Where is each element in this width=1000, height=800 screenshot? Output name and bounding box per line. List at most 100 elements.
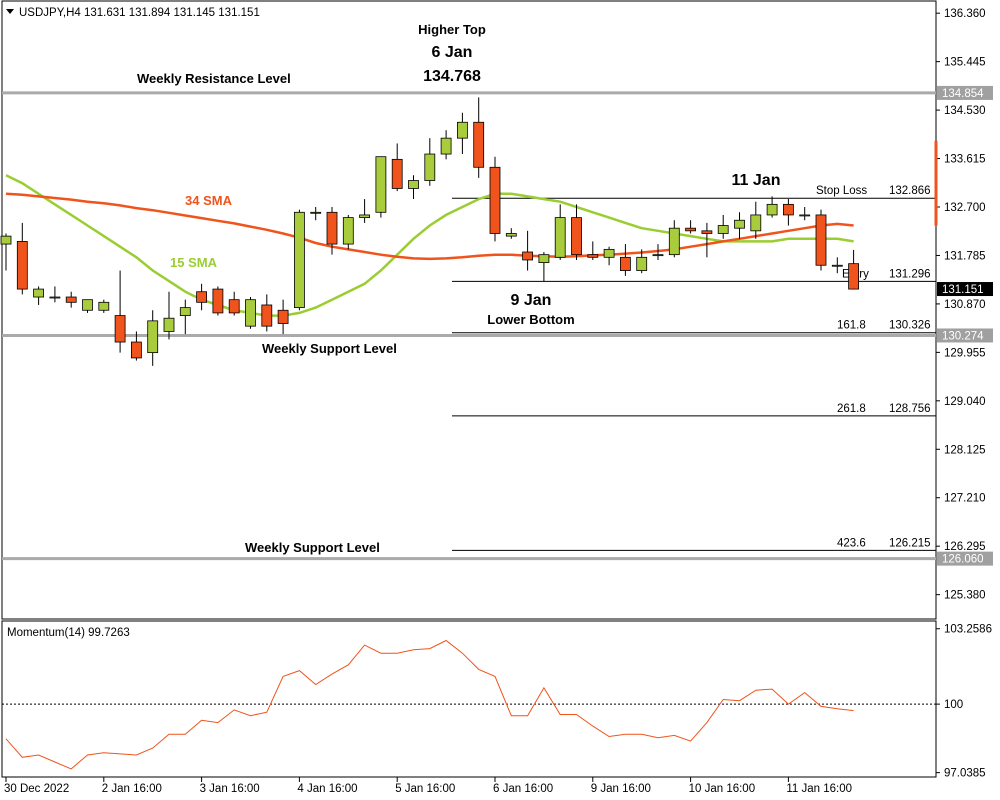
candle-body [652, 254, 664, 257]
y-tick-label: 130.870 [944, 299, 986, 311]
candle-body [293, 211, 305, 309]
fib-label: 161.8 [837, 320, 866, 332]
annotation-sma34: 34 SMA [185, 193, 233, 208]
current-price-label: 131.151 [942, 284, 984, 296]
y-tick-label: 129.955 [944, 347, 986, 359]
level-tag-label: 126.060 [942, 554, 984, 566]
annotation-weekly-support-2: Weekly Support Level [245, 540, 380, 555]
candle-body [620, 256, 631, 271]
candle-body [163, 317, 175, 332]
level-tag [937, 85, 993, 100]
candle-body [783, 203, 794, 216]
y-tick-label: 132.700 [944, 202, 986, 214]
candle-body [0, 235, 12, 245]
momentum-label: Momentum(14) 99.7263 [7, 627, 130, 639]
x-tick-label: 6 Jan 16:00 [493, 783, 553, 795]
candle-body [179, 307, 191, 316]
candle-body [489, 166, 501, 234]
candle-body [261, 304, 273, 327]
annotation-weekly-resistance: Weekly Resistance Level [137, 71, 291, 86]
candle-body [277, 309, 289, 324]
momentum-tick-label: 97.0385 [944, 768, 986, 780]
candle-body [750, 214, 762, 232]
candle-body [375, 156, 387, 213]
momentum-tick-label: 103.2586 [944, 624, 992, 636]
annotation-higher-top: Higher Top [418, 22, 486, 37]
y-tick-label: 134.530 [944, 105, 986, 117]
candle-body [603, 248, 615, 258]
level-tag [937, 328, 993, 343]
candle-body [342, 217, 354, 245]
sma34-line [5, 192, 854, 261]
candle-body [16, 241, 28, 290]
candle-body [65, 296, 77, 303]
annotation-sma15: 15 SMA [170, 255, 218, 270]
candle-body [734, 219, 745, 229]
candle-body [228, 299, 240, 314]
candle-body [799, 214, 811, 217]
momentum-line [5, 639, 854, 770]
candle-body [391, 158, 403, 189]
fib-price: 128.756 [889, 403, 931, 415]
annotation-jan11: 11 Jan [732, 172, 781, 189]
y-tick-label: 126.295 [944, 541, 986, 553]
fib-price: 131.296 [889, 268, 931, 280]
y-tick-label: 136.360 [944, 8, 986, 20]
fib-label: 423.6 [837, 537, 866, 549]
candle-body [310, 211, 322, 214]
annotation-weekly-support-1: Weekly Support Level [262, 341, 397, 356]
candle-body [49, 296, 61, 299]
candle-body [831, 264, 843, 267]
fib-price: 126.215 [889, 537, 931, 549]
momentum-pane-frame [1, 620, 937, 778]
y-tick-label: 127.210 [944, 493, 986, 505]
fib-price: 132.866 [889, 185, 931, 197]
x-tick-label: 11 Jan 16:00 [786, 783, 852, 795]
momentum-tick-label: 100 [944, 699, 963, 711]
current-price-tag [937, 282, 993, 297]
candle-body [82, 299, 93, 311]
annotation-top-price: 134.768 [423, 68, 481, 85]
candle-body [98, 301, 110, 311]
annotation-jan9: 9 Jan [511, 292, 552, 309]
candle-body [554, 217, 566, 258]
candle-body [440, 137, 452, 155]
candle-body [701, 230, 713, 234]
y-tick-label: 125.380 [944, 590, 986, 602]
candle-body [33, 288, 44, 298]
candle-body [196, 291, 208, 303]
main-pane-frame [1, 0, 937, 620]
candle-body [505, 233, 517, 237]
x-tick-label: 4 Jan 16:00 [297, 783, 357, 795]
candle-body [473, 121, 485, 168]
candle-body [359, 214, 371, 218]
candle-body [522, 251, 533, 261]
candle-body [245, 299, 256, 327]
candle-body [571, 217, 582, 256]
level-tag [937, 551, 993, 566]
candle-body [848, 263, 859, 290]
x-tick-label: 9 Jan 16:00 [591, 783, 651, 795]
candle-body [717, 225, 729, 234]
candle-body [114, 315, 126, 343]
candle-body [408, 180, 419, 189]
candle-body [326, 211, 338, 245]
candle-body [424, 153, 436, 181]
sma15-line [5, 174, 854, 317]
candle-body [685, 227, 696, 232]
dropdown-triangle-icon[interactable] [6, 9, 14, 14]
y-tick-label: 131.785 [944, 250, 986, 262]
x-tick-label: 3 Jan 16:00 [200, 783, 260, 795]
candle-body [668, 227, 680, 256]
annotation-lower-bottom: Lower Bottom [487, 312, 574, 327]
fib-label: 261.8 [837, 403, 866, 415]
level-tag-label: 134.854 [942, 88, 984, 100]
y-tick-label: 133.615 [944, 154, 986, 166]
candle-body [147, 320, 159, 354]
candle-body [587, 254, 599, 258]
candle-body [766, 203, 778, 216]
fib-label: Stop Loss [816, 185, 867, 197]
y-tick-label: 135.445 [944, 57, 986, 69]
annotation-jan6: 6 Jan [432, 44, 473, 61]
